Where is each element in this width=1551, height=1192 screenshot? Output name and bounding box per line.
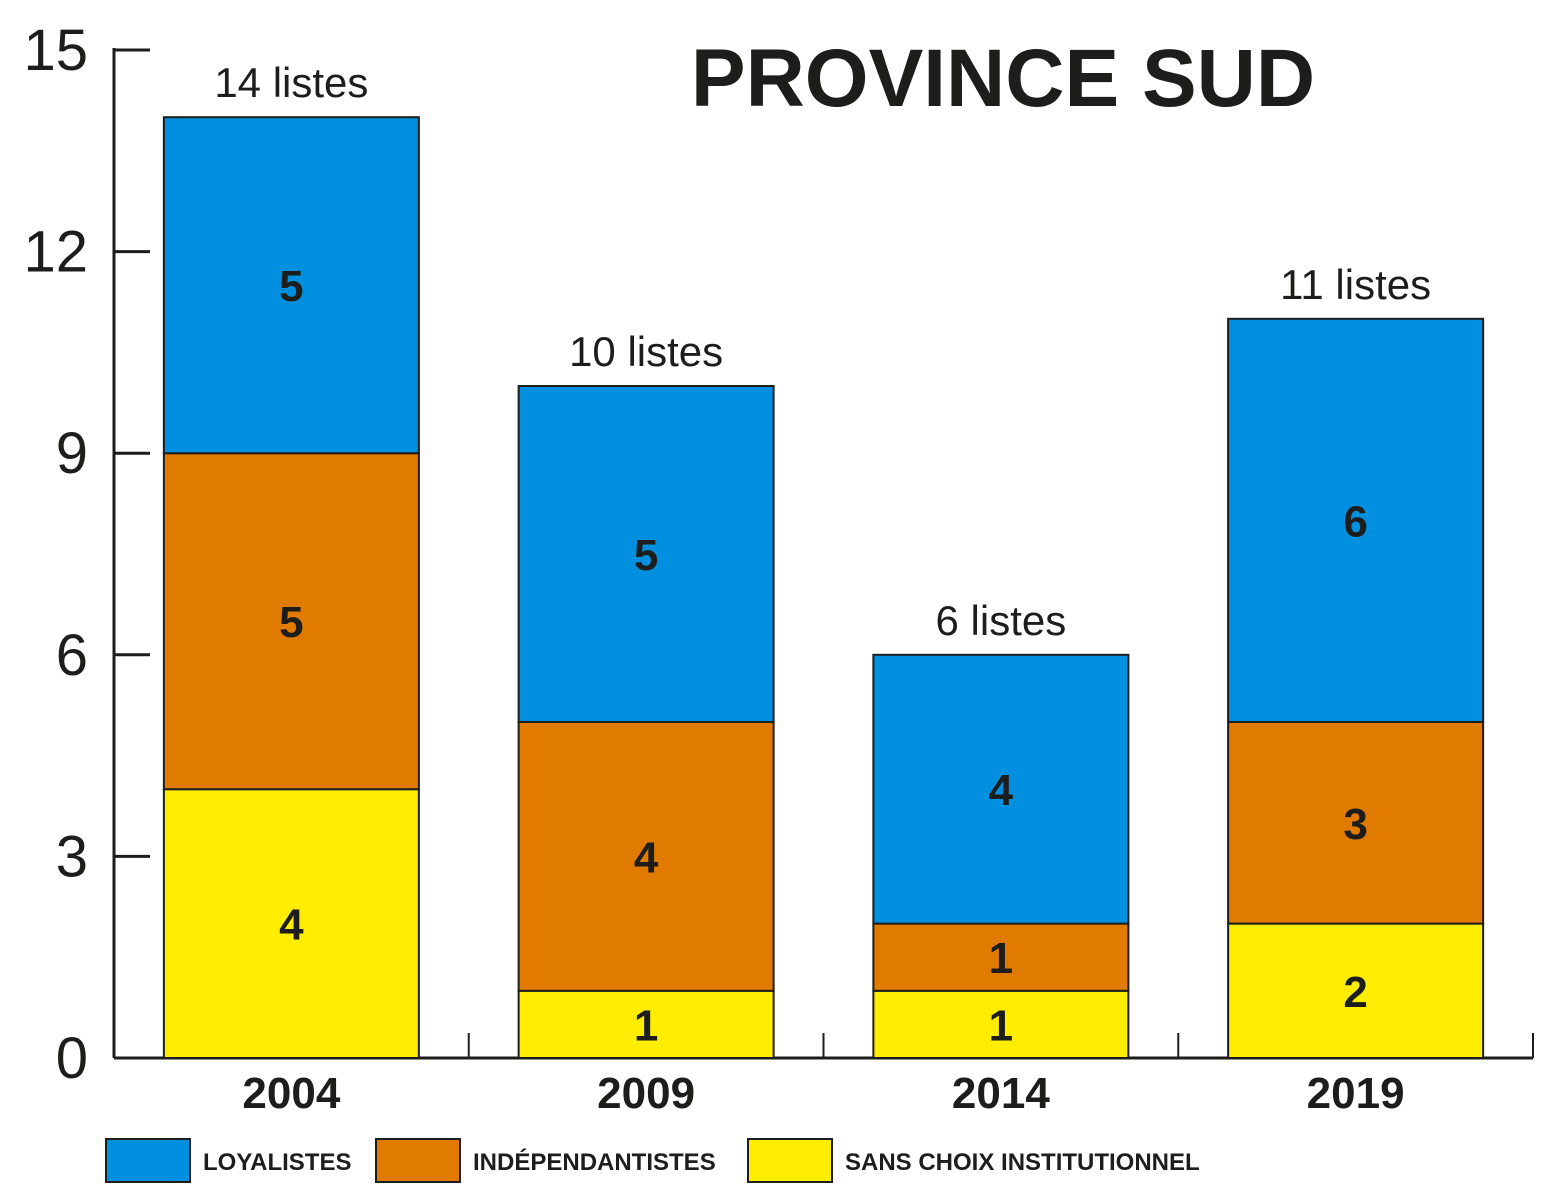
segment-value-label: 1 xyxy=(634,1001,658,1050)
bars xyxy=(162,116,1485,1059)
bar-total-label: 10 listes xyxy=(569,328,723,375)
bar-total-label: 6 listes xyxy=(936,597,1067,644)
segment-value-label: 4 xyxy=(279,901,304,950)
segment-value-label: 3 xyxy=(1343,800,1367,849)
bar-segment xyxy=(1227,317,1485,723)
x-tick-label: 2009 xyxy=(597,1069,695,1118)
segment-value-label: 4 xyxy=(989,766,1014,815)
legend-swatch xyxy=(105,1138,191,1183)
y-tick-label: 6 xyxy=(56,623,88,688)
y-tick-label: 9 xyxy=(56,421,88,486)
bar-segment xyxy=(872,989,1130,1059)
bar-segment xyxy=(162,116,420,455)
legend: LOYALISTES INDÉPENDANTISTES SANS CHOIX INS… xyxy=(105,1138,1200,1183)
chart-title: PROVINCE SUD xyxy=(691,33,1315,124)
bar-segment xyxy=(162,788,420,1059)
segment-value-label: 5 xyxy=(279,262,303,311)
bar-segment xyxy=(872,653,1130,925)
segment-value-label: 4 xyxy=(634,833,659,882)
segment-value-label: 6 xyxy=(1343,497,1367,546)
segment-value-label: 5 xyxy=(634,531,658,580)
segment-value-label: 5 xyxy=(279,598,303,647)
bar-total-label: 14 listes xyxy=(214,59,368,106)
legend-swatch xyxy=(747,1138,833,1183)
x-tick-label: 2019 xyxy=(1307,1069,1405,1118)
bar-segment xyxy=(1227,922,1485,1059)
x-tick-label: 2004 xyxy=(242,1069,340,1118)
legend-label: SANS CHOIX INSTITUTIONNEL xyxy=(845,1149,1200,1176)
legend-label: INDÉPENDANTISTES xyxy=(473,1148,716,1176)
y-tick-label: 0 xyxy=(56,1026,88,1091)
bar-segment xyxy=(162,452,420,791)
legend-label: LOYALISTES xyxy=(203,1149,351,1176)
x-tick-label: 2014 xyxy=(952,1069,1050,1118)
bar-total-label: 11 listes xyxy=(1280,261,1431,308)
legend-swatch xyxy=(375,1138,461,1183)
bar-segment xyxy=(517,721,775,992)
bar-segment xyxy=(1227,721,1485,925)
y-tick-label: 12 xyxy=(23,220,88,285)
y-tick-label: 3 xyxy=(56,824,88,889)
segment-value-label: 1 xyxy=(989,1001,1013,1050)
bar-segment xyxy=(517,989,775,1059)
segment-value-label: 2 xyxy=(1343,968,1367,1017)
bar-segment xyxy=(517,385,775,723)
labels: 4 5 5 14 listes 1 4 5 10 listes 1 1 4 6 listes 2 3 6 11… xyxy=(214,59,1431,1050)
segment-value-label: 1 xyxy=(989,934,1013,983)
bar-segment xyxy=(872,922,1130,992)
y-tick-label: 15 xyxy=(23,18,88,83)
